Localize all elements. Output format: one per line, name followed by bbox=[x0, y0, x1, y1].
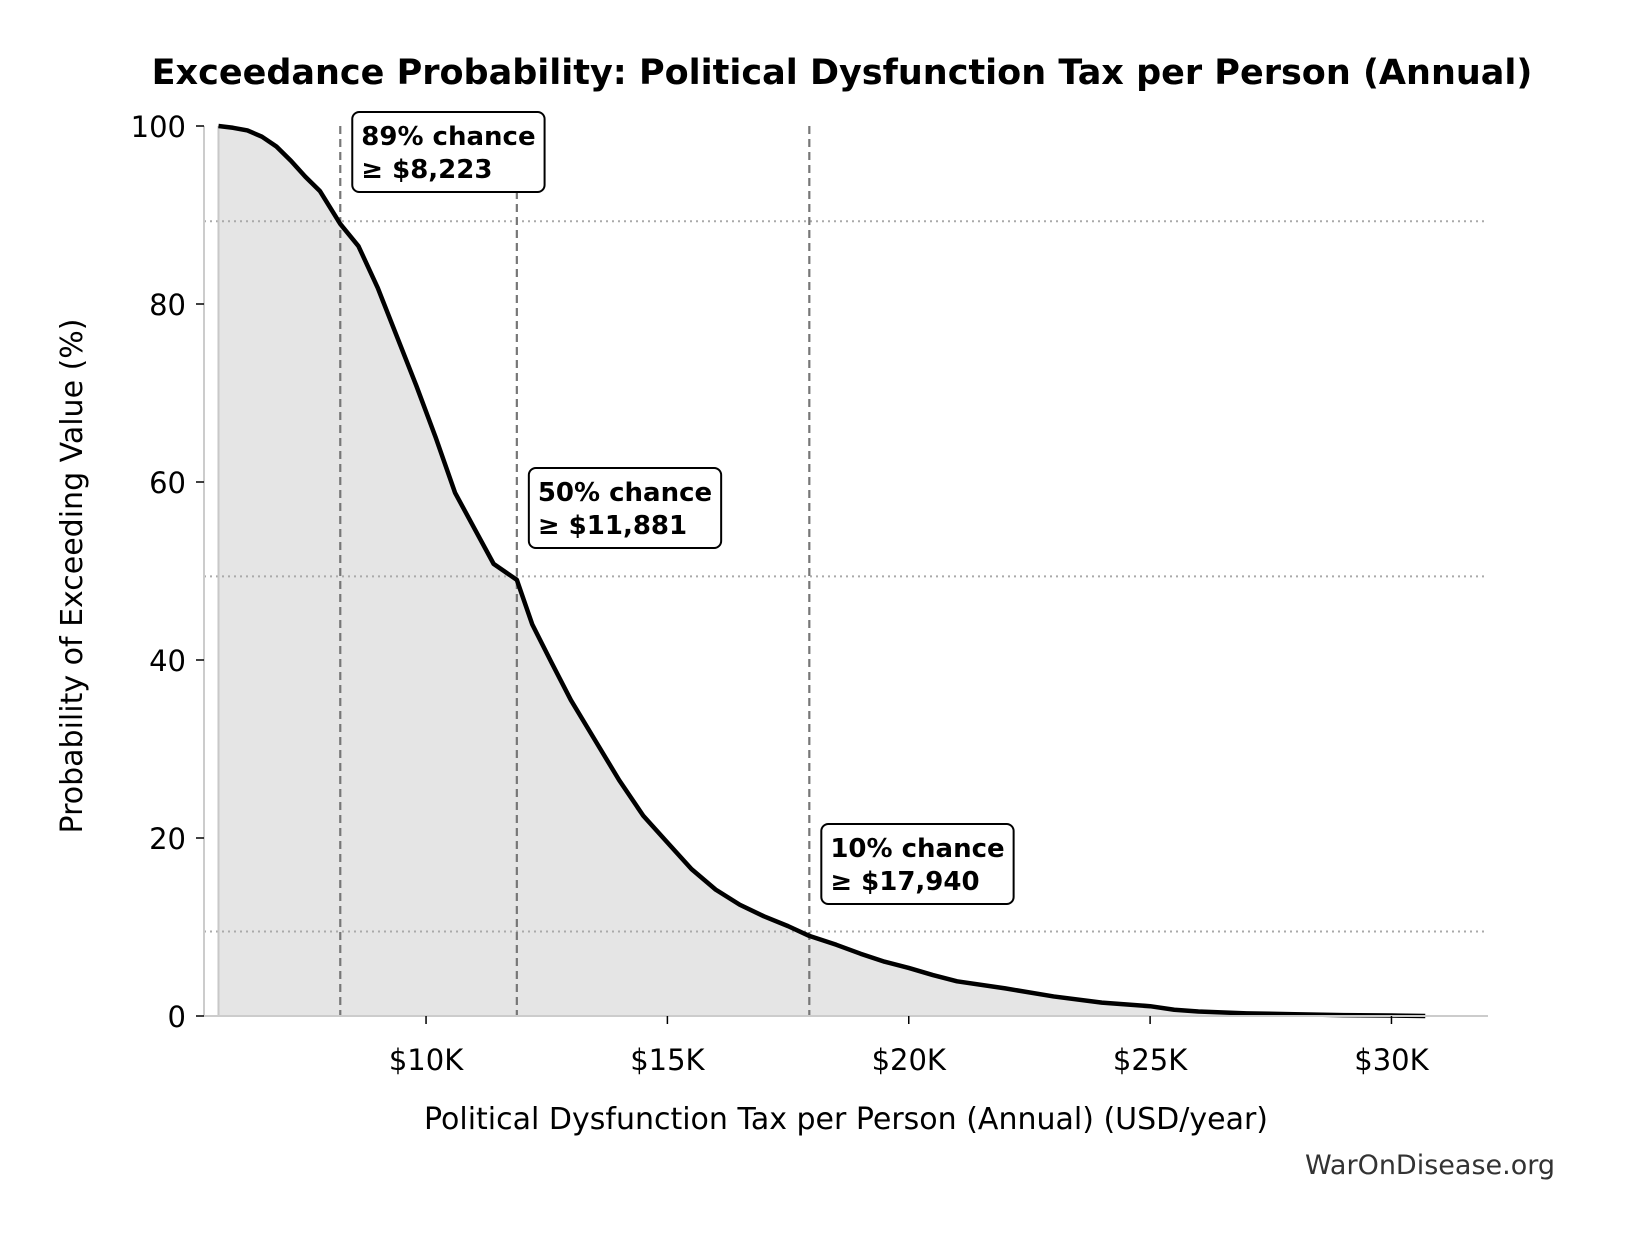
chart-title: Exceedance Probability: Political Dysfun… bbox=[152, 53, 1533, 93]
x-tick-label: $30K bbox=[1354, 1043, 1429, 1077]
x-tick-label: $25K bbox=[1113, 1043, 1188, 1077]
x-axis-ticks: $10K $15K $20K $25K $30K bbox=[389, 1016, 1430, 1077]
reference-vlines bbox=[339, 126, 811, 1016]
reference-hlines bbox=[204, 220, 1488, 933]
y-tick-label: 100 bbox=[131, 110, 186, 144]
y-axis-ticks: 0 20 40 60 80 100 bbox=[131, 110, 204, 1034]
x-tick-label: $10K bbox=[389, 1043, 464, 1077]
y-tick-label: 20 bbox=[149, 822, 186, 856]
y-axis-label: Probability of Exceeding Value (%) bbox=[55, 319, 90, 834]
annotation-box-1 bbox=[351, 111, 546, 193]
annotation-1: 89% chance≥ $8,223 bbox=[351, 111, 546, 193]
annotation-line1-2: 50% chance bbox=[538, 478, 712, 508]
plot-area: 89% chance≥ $8,223 50% chance≥ $11,881 10%… bbox=[204, 111, 1488, 1019]
y-tick-label: 40 bbox=[149, 644, 186, 678]
annotation-box-2 bbox=[527, 467, 723, 549]
annotation-line1-1: 89% chance bbox=[361, 122, 535, 152]
area-fill bbox=[218, 126, 1426, 1016]
annotation-box-3 bbox=[820, 823, 1015, 905]
y-tick-label: 80 bbox=[149, 288, 186, 322]
annotation-line2-1: ≥ $8,223 bbox=[361, 155, 492, 185]
series-line-exceedance bbox=[218, 123, 1426, 1019]
x-axis-label: Political Dysfunction Tax per Person (An… bbox=[424, 1102, 1268, 1137]
y-tick-label: 0 bbox=[168, 1000, 186, 1034]
axes: $10K $15K $20K $25K $30K 0 20 40 60 80 100 bbox=[131, 110, 1488, 1077]
annotation-line2-3: ≥ $17,940 bbox=[830, 867, 979, 897]
watermark: WarOnDisease.org bbox=[1305, 1150, 1555, 1181]
annotation-2: 50% chance≥ $11,881 bbox=[527, 467, 723, 549]
annotation-3: 10% chance≥ $17,940 bbox=[820, 823, 1015, 905]
annotation-line1-3: 10% chance bbox=[830, 834, 1004, 864]
x-tick-label: $20K bbox=[872, 1043, 947, 1077]
annotation-line2-2: ≥ $11,881 bbox=[538, 511, 687, 541]
annotations: 89% chance≥ $8,223 50% chance≥ $11,881 10%… bbox=[351, 111, 1015, 905]
x-tick-label: $15K bbox=[630, 1043, 705, 1077]
y-tick-label: 60 bbox=[149, 466, 186, 500]
